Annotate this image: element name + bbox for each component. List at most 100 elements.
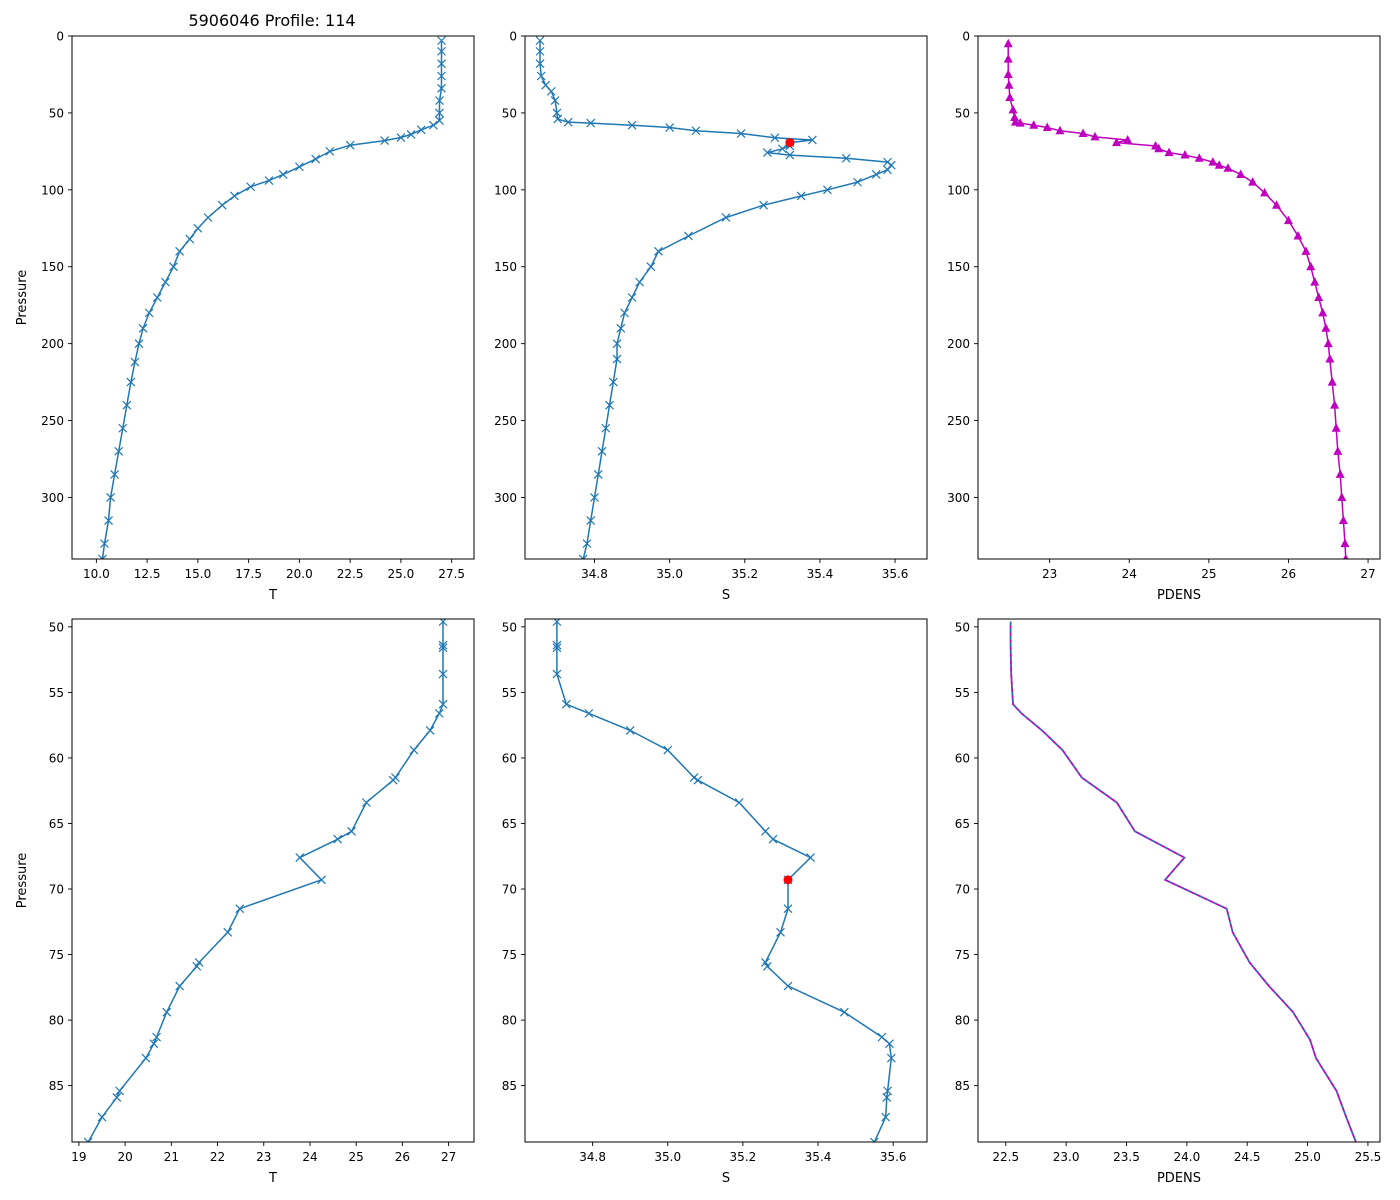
y-tick-label: 80 — [502, 1014, 517, 1028]
panel-t-full: 10.0 12.5 15.0 17.5 20.0 22.5 25.0 27.5 0 50 100 15… — [15, 30, 475, 603]
x-tick-label: 35.2 — [730, 1150, 757, 1164]
data-point — [736, 129, 746, 138]
data-point — [535, 59, 545, 69]
y-axis-label: Pressure — [15, 853, 30, 909]
data-point — [110, 469, 120, 479]
x-tick-label: 27 — [441, 1150, 456, 1164]
data-point — [663, 745, 673, 755]
data-point — [1325, 354, 1335, 363]
x-tick-label: 25.5 — [1355, 1150, 1382, 1164]
data-point — [425, 725, 435, 735]
data-point — [653, 246, 663, 256]
y-tick-label: 100 — [41, 183, 64, 197]
data-point — [144, 308, 154, 318]
data-point — [185, 234, 195, 244]
data-point — [1015, 118, 1025, 127]
data-point — [597, 446, 607, 456]
data-point — [552, 619, 562, 627]
data-point — [396, 133, 406, 142]
data-point — [437, 71, 446, 81]
x-tick-label: 22.5 — [992, 1150, 1019, 1164]
data-point — [428, 120, 438, 130]
axes-frame — [977, 35, 1381, 560]
data-point — [193, 223, 203, 233]
data-point — [1338, 515, 1348, 525]
series-line-s — [556, 621, 893, 1142]
data-point — [192, 961, 202, 971]
y-tick-label: 250 — [494, 414, 517, 428]
x-tick-label: 24 — [302, 1150, 317, 1164]
data-point — [1005, 92, 1015, 102]
x-tick-label: 24.0 — [1173, 1150, 1200, 1164]
data-point — [1042, 122, 1052, 132]
data-point — [175, 246, 185, 256]
data-point — [1321, 323, 1331, 332]
y-tick-label: 200 — [494, 337, 517, 351]
y-tick-label: 200 — [41, 337, 64, 351]
data-point — [438, 640, 448, 650]
x-tick-label: 17.5 — [235, 567, 262, 581]
data-point — [783, 981, 793, 991]
data-point — [138, 323, 148, 333]
data-point — [437, 59, 446, 69]
y-tick-label: 300 — [41, 491, 64, 505]
data-point — [438, 619, 448, 627]
y-tick-label: 65 — [502, 817, 517, 831]
x-axis-label: T — [268, 588, 277, 603]
data-point — [608, 377, 618, 387]
data-point — [839, 1007, 849, 1017]
series-line-dashed — [1009, 621, 1357, 1142]
x-axis-label: T — [268, 1171, 277, 1186]
data-point — [112, 1093, 122, 1102]
axes-frame — [977, 618, 1381, 1143]
y-tick-label: 300 — [494, 491, 517, 505]
data-point — [1343, 554, 1349, 559]
data-point — [841, 153, 851, 163]
x-tick-label: 35.4 — [805, 1150, 832, 1164]
data-point — [1123, 134, 1133, 144]
data-point — [601, 423, 611, 433]
data-point — [229, 191, 239, 201]
data-point — [759, 200, 768, 210]
data-point — [1327, 377, 1337, 386]
y-tick-label: 50 — [49, 106, 64, 120]
data-point — [437, 36, 446, 46]
data-point — [435, 116, 444, 126]
data-point — [590, 493, 599, 502]
y-tick-label: 50 — [955, 620, 970, 634]
data-point — [169, 262, 178, 272]
y-tick-label: 85 — [49, 1079, 64, 1093]
x-axis-label: S — [722, 1171, 730, 1186]
x-axis-label: PDENS — [1157, 588, 1201, 603]
data-point — [1112, 137, 1122, 147]
data-point — [1330, 400, 1340, 409]
y-tick-label: 55 — [955, 686, 970, 700]
data-point — [635, 277, 645, 287]
data-point — [886, 1053, 896, 1063]
data-point — [149, 1039, 159, 1049]
y-tick-label: 50 — [502, 620, 517, 634]
data-point — [162, 1007, 172, 1017]
data-point — [665, 123, 675, 132]
data-point — [152, 1032, 161, 1042]
y-tick-label: 65 — [955, 817, 970, 831]
data-point — [770, 133, 780, 143]
data-point — [1223, 163, 1233, 172]
y-tick-label: 70 — [49, 883, 64, 897]
data-point — [434, 708, 444, 718]
y-tick-label: 150 — [947, 260, 970, 274]
data-point — [689, 773, 699, 783]
data-point — [1078, 128, 1088, 138]
data-point — [223, 927, 233, 937]
y-tick-label: 150 — [41, 260, 64, 274]
y-tick-label: 100 — [947, 183, 970, 197]
data-point — [194, 957, 204, 967]
series-group — [83, 619, 448, 1142]
data-point — [246, 182, 256, 192]
data-point — [1283, 215, 1293, 225]
data-point — [777, 144, 787, 154]
data-point — [886, 160, 896, 170]
x-tick-label: 23.0 — [1053, 1150, 1080, 1164]
series-line-t — [101, 40, 443, 559]
data-point — [552, 643, 562, 653]
